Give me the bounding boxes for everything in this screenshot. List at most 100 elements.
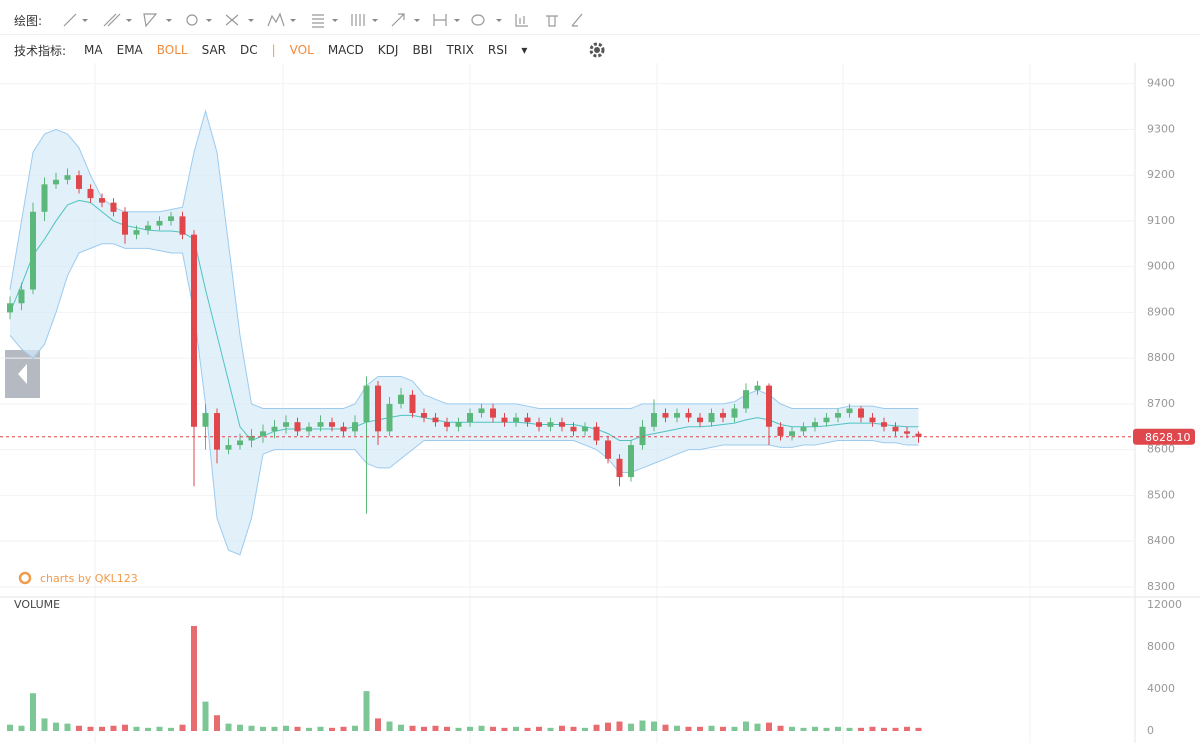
candle-body	[662, 413, 669, 418]
candle-body	[570, 426, 577, 432]
volume-bar	[363, 691, 370, 731]
volume-bar	[110, 725, 117, 731]
candle-body	[628, 445, 634, 478]
volume-bar	[490, 726, 496, 731]
candle-body	[800, 426, 807, 432]
candle-body	[616, 458, 623, 478]
candle-body	[789, 431, 795, 436]
candle-body	[731, 408, 738, 418]
more-dropdown[interactable]: ▾	[521, 43, 528, 57]
volume-bar	[53, 722, 59, 731]
candle-body	[455, 422, 462, 427]
indicator[interactable]: SAR	[201, 43, 226, 57]
volume-bar	[421, 726, 427, 731]
candle-body	[18, 289, 25, 304]
candle-body	[168, 216, 174, 221]
volume-bar	[915, 727, 922, 731]
indicator[interactable]: KDJ	[377, 43, 399, 57]
candle-body	[237, 440, 243, 446]
candle-body	[835, 413, 841, 418]
candle-body	[421, 413, 427, 418]
volume-bar	[317, 726, 324, 731]
y-tick-label: 9200	[1147, 168, 1175, 181]
volume-bar	[501, 727, 508, 731]
candle-body	[329, 422, 335, 427]
candle-body	[444, 422, 450, 427]
last-price-label: 8628.10	[1145, 431, 1191, 444]
volume-bar	[76, 725, 82, 731]
y-tick-label: 9400	[1147, 77, 1175, 90]
y-tick-label: 8900	[1147, 305, 1175, 318]
volume-bar	[191, 626, 197, 731]
candle-body	[524, 417, 531, 423]
indicator[interactable]: BBI	[412, 43, 433, 57]
y-tick-label: 9300	[1147, 122, 1175, 135]
volume-bar	[179, 724, 186, 731]
volume-bar	[524, 727, 531, 731]
candle-body	[708, 413, 715, 423]
volume-bar	[570, 726, 577, 731]
candle-body	[294, 422, 301, 432]
volume-bar	[559, 725, 565, 731]
y-tick-label: 12000	[1147, 598, 1182, 611]
y-tick-label: 8700	[1147, 397, 1175, 410]
volume-bar	[444, 726, 450, 731]
volume-bar	[605, 722, 611, 731]
candle-body	[743, 390, 749, 409]
scroll-left-icon	[18, 364, 27, 384]
candle-body	[513, 417, 519, 423]
volume-bar	[30, 693, 36, 731]
indicator[interactable]: RSI	[487, 43, 508, 57]
indicator[interactable]: MA	[84, 43, 103, 57]
volume-bar	[846, 727, 853, 731]
candle-body	[639, 426, 646, 446]
indicator-label: 技术指标:	[14, 43, 67, 58]
volume-bar	[835, 726, 841, 731]
indicator[interactable]: DC	[240, 43, 258, 57]
y-tick-label: 8000	[1147, 640, 1175, 653]
indicator[interactable]: MACD	[327, 43, 364, 57]
volume-bar	[306, 727, 312, 731]
volume-bar	[64, 723, 71, 731]
candle-body	[375, 385, 381, 432]
candle-body	[53, 179, 59, 185]
volume-bar	[18, 725, 25, 731]
volume-bar	[547, 727, 554, 731]
volume-bar	[651, 721, 657, 731]
candle-body	[501, 417, 508, 423]
indicator-toolbar: 技术指标: MA EMA BOLL SAR DC | VOL MACD KDJ BBI TRIX RS…	[0, 36, 1200, 64]
volume-bar	[225, 723, 232, 731]
indicator[interactable]: TRIX	[446, 43, 474, 57]
volume-bar	[432, 725, 439, 731]
candle-body	[110, 202, 117, 212]
candle-body	[674, 413, 680, 418]
volume-bar	[409, 725, 416, 731]
candle-body	[881, 422, 887, 427]
volume-bar	[340, 726, 347, 731]
separator: |	[271, 43, 276, 57]
candle-body	[478, 408, 485, 414]
candle-body	[363, 385, 370, 423]
y-tick-label: 9100	[1147, 214, 1175, 227]
indicator[interactable]: VOL	[289, 43, 314, 57]
draw-toolbar: 绘图:	[0, 6, 1200, 35]
candle-body	[754, 385, 761, 391]
candle-body	[582, 426, 588, 432]
settings-icon[interactable]	[587, 40, 607, 60]
candle-body	[409, 394, 416, 414]
volume-bar	[812, 726, 818, 731]
candle-body	[651, 413, 657, 427]
indicator[interactable]: BOLL	[156, 43, 188, 57]
candle-body	[766, 385, 772, 427]
volume-bar	[467, 726, 473, 731]
volume-bar	[662, 724, 669, 731]
indicator[interactable]: EMA	[116, 43, 143, 57]
watermark-logo	[18, 571, 32, 585]
candle-body	[156, 220, 163, 226]
volume-bar	[294, 726, 301, 731]
candle-body	[846, 408, 853, 414]
candle-body	[904, 431, 910, 434]
candle-body	[605, 440, 611, 459]
candle-body	[122, 211, 128, 235]
volume-bar	[777, 725, 784, 731]
